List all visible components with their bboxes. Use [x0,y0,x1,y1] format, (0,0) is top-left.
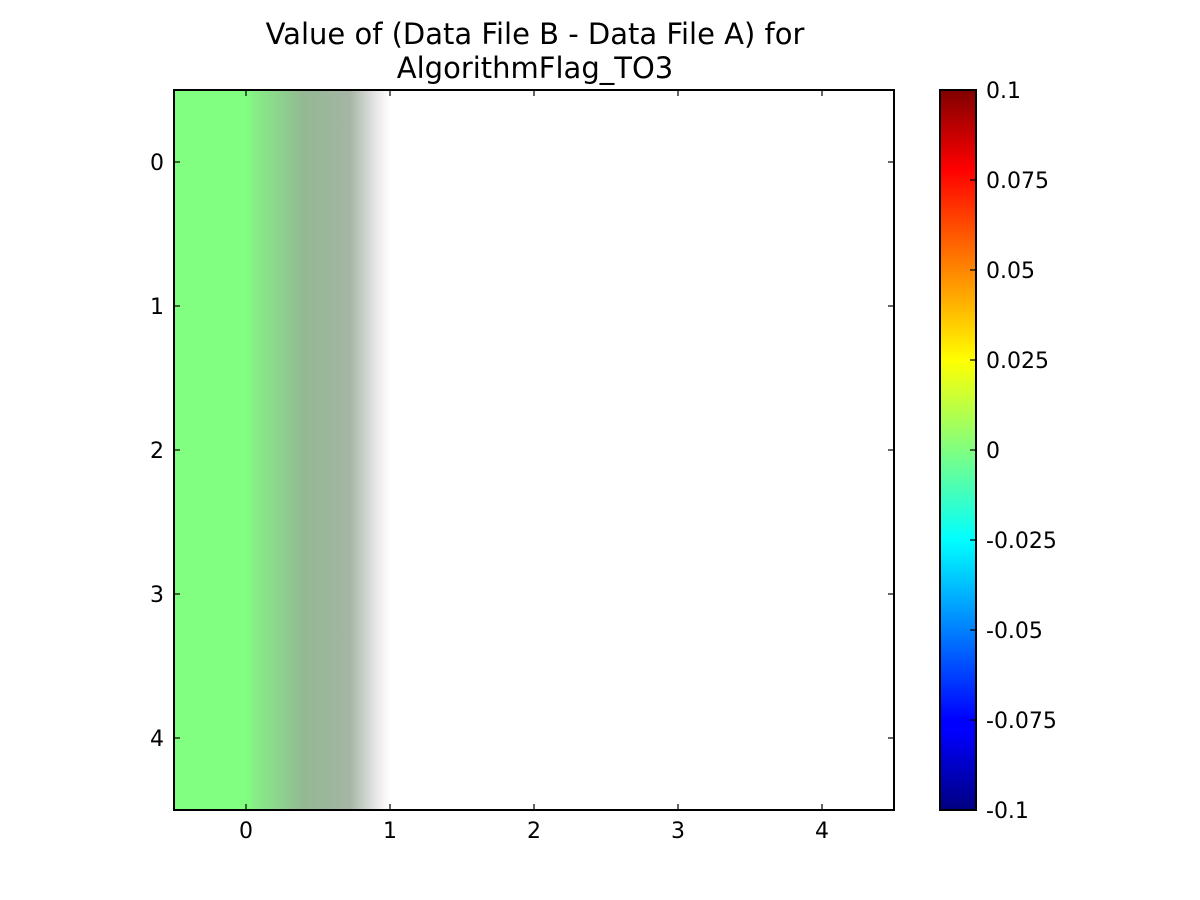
colorbar: 0.1 0.075 0.05 0.025 0 -0.025 -0.05 -0.075 -0.1 [939,79,1057,824]
heatmap-interpolated-fade [246,90,390,810]
chart-title-line1: Value of (Data File B - Data File A) for [266,17,805,51]
colorbar-tick-label: 0.1 [986,79,1021,104]
y-tick-label: 1 [150,295,164,320]
x-tick-label: 3 [671,819,685,844]
colorbar-tick-label: -0.075 [986,709,1057,734]
y-axis-tick-labels: 0 1 2 3 4 [150,151,164,752]
x-tick-label: 1 [383,819,397,844]
plot-area [173,89,895,811]
colorbar-tick-label: 0.05 [986,259,1035,284]
y-tick-label: 3 [150,583,164,608]
x-tick-label: 4 [815,819,829,844]
plot-frame [173,89,895,811]
colorbar-tick-label: -0.025 [986,529,1057,554]
colorbar-tick-label: 0.075 [986,169,1049,194]
colorbar-tick-marks [970,89,976,811]
y-tick-label: 0 [150,151,164,176]
y-tick-label: 4 [150,727,164,752]
x-tick-label: 0 [239,819,253,844]
colorbar-tick-label: -0.05 [986,619,1043,644]
x-axis-tick-labels: 0 1 2 3 4 [239,819,829,844]
colorbar-tick-label: -0.1 [986,799,1029,824]
x-tick-label: 2 [527,819,541,844]
colorbar-tick-label: 0 [986,439,1000,464]
y-tick-label: 2 [150,439,164,464]
heatmap-solid-column [174,90,246,810]
colorbar-tick-label: 0.025 [986,349,1049,374]
colorbar-tick-labels: 0.1 0.075 0.05 0.025 0 -0.025 -0.05 -0.075 -0.1 [986,79,1057,824]
chart-title-line2: AlgorithmFlag_TO3 [397,51,673,85]
